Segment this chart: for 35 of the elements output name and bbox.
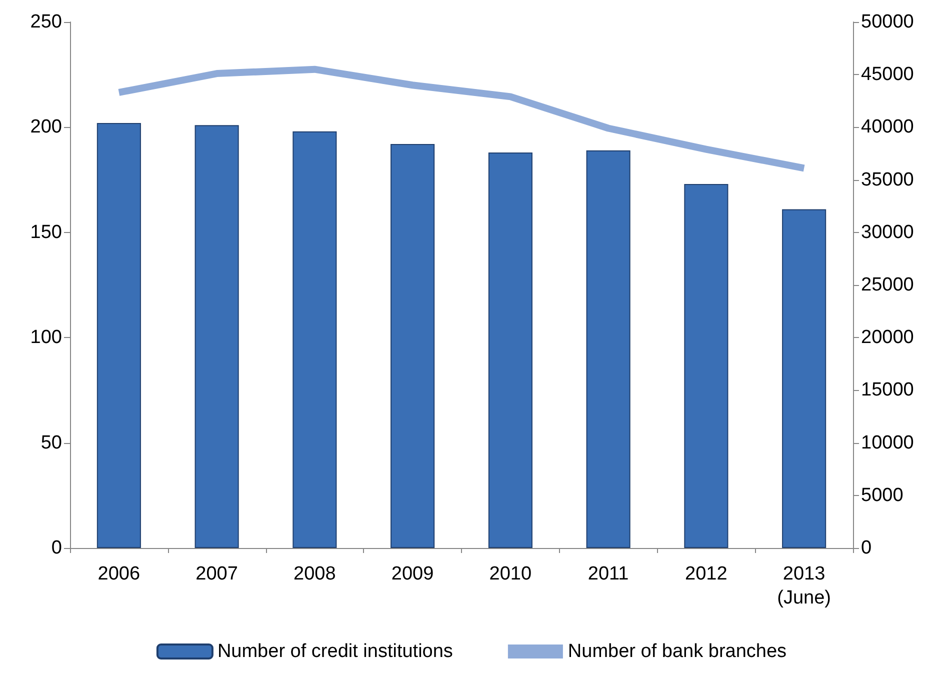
x-tick-label: 2012 (685, 564, 728, 584)
x-tick-label: 2007 (196, 564, 238, 584)
bar (96, 122, 141, 548)
y-tick-label: 100 (30, 327, 62, 348)
y2-tick-label: 40000 (861, 116, 914, 138)
y2-tick-label: 20000 (861, 327, 914, 348)
y-tick-label: 0 (51, 538, 62, 558)
bar (390, 144, 435, 548)
x-tick-label: 2011 (588, 564, 629, 584)
x-tick-label: 2013 (June) (777, 564, 831, 608)
bar (488, 152, 532, 548)
y-tick-label: 50 (40, 432, 62, 454)
y2-tick-label: 0 (861, 538, 872, 558)
y2-tick-label: 5000 (861, 484, 904, 506)
y2-tick-label: 50000 (861, 12, 914, 32)
y2-tick-label: 30000 (861, 222, 914, 243)
x-tick-label: 2008 (294, 564, 336, 584)
y-tick-label: 250 (30, 12, 62, 32)
x-tick-label: 2009 (391, 564, 434, 584)
legend-label: Number of credit institutions (217, 641, 453, 662)
y2-tick-label: 35000 (861, 169, 914, 190)
y-tick-label: 200 (30, 116, 62, 138)
y-tick-label: 150 (30, 222, 62, 243)
y2-tick-label: 25000 (861, 274, 914, 296)
x-tick-label: 2010 (489, 564, 532, 584)
bar (194, 125, 239, 548)
y2-tick-label: 10000 (861, 432, 914, 454)
x-tick-label: 2006 (98, 564, 140, 584)
bar (586, 150, 630, 548)
y2-tick-label: 45000 (861, 64, 914, 86)
bar (782, 209, 826, 548)
bar (684, 184, 728, 548)
y2-tick-label: 15000 (861, 380, 914, 401)
legend-label: Number of bank branches (568, 641, 787, 662)
bar (292, 131, 337, 548)
